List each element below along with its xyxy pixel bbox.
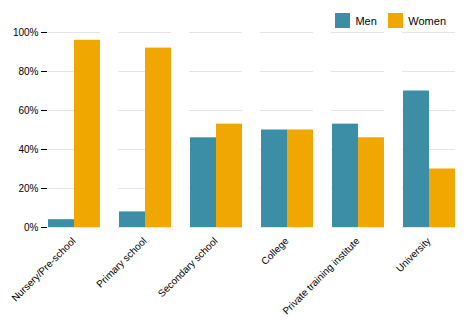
- svg-text:Primary school: Primary school: [94, 235, 149, 290]
- svg-text:40%: 40%: [18, 144, 38, 155]
- svg-text:Nursery/Pre-school: Nursery/Pre-school: [9, 235, 77, 303]
- svg-text:Private training institute: Private training institute: [280, 235, 362, 317]
- svg-text:Secondary school: Secondary school: [156, 235, 220, 299]
- svg-text:20%: 20%: [18, 183, 38, 194]
- html-text:Men: Men: [355, 14, 377, 27]
- svg-text:College: College: [259, 235, 291, 267]
- html-text:Women: Women: [408, 14, 446, 27]
- svg-text:University: University: [394, 235, 433, 274]
- svg-text:60%: 60%: [18, 105, 38, 116]
- svg-text:100%: 100%: [13, 27, 39, 38]
- svg-text:0%: 0%: [24, 222, 39, 233]
- svg-text:80%: 80%: [18, 66, 38, 77]
